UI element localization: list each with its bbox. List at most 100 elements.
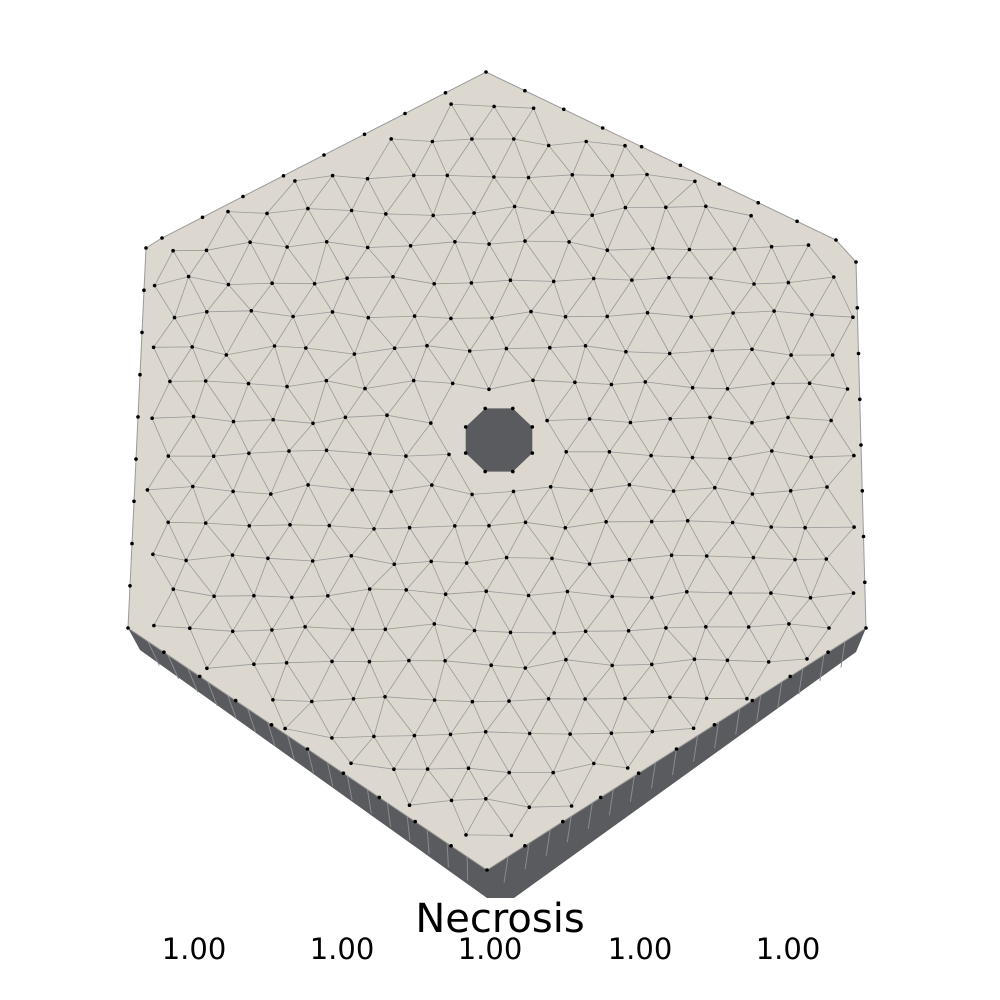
mesh-edge [810, 592, 854, 599]
mesh-node [664, 626, 668, 630]
legend-tick-label: 1.00 [457, 932, 523, 966]
mesh-edge [345, 414, 388, 418]
mesh-side-edge [326, 762, 334, 787]
mesh-node [511, 469, 515, 474]
mesh-node [527, 731, 532, 736]
mesh-edge [524, 240, 570, 243]
mesh-edge [692, 387, 728, 390]
mesh-edge [154, 276, 189, 286]
mesh-node [142, 288, 146, 293]
mesh-node [563, 526, 568, 530]
mesh-edge [354, 353, 366, 389]
mesh-side-edge [167, 654, 180, 680]
mesh-edge [186, 554, 233, 561]
mesh-edge [369, 660, 409, 663]
mesh-edge [151, 418, 169, 457]
mesh-edge [605, 484, 630, 523]
mesh-edge [611, 145, 626, 176]
mesh-edge [154, 285, 175, 318]
mesh-edge [391, 484, 432, 492]
mesh-node [470, 699, 475, 704]
mesh-side-edge [466, 856, 469, 881]
mesh-edge [433, 594, 446, 625]
mesh-edge [611, 665, 626, 699]
mesh-edge [392, 276, 415, 317]
mesh-edge [450, 701, 473, 735]
mesh-edge [629, 521, 653, 560]
mesh-node [772, 309, 776, 313]
mesh-edge [213, 554, 233, 597]
mesh-node [751, 555, 756, 560]
mesh-edge [451, 768, 469, 801]
mesh-edge [524, 211, 553, 242]
mesh-edge [472, 701, 487, 732]
mesh-edge [409, 527, 432, 562]
mesh-edge [508, 733, 531, 773]
mesh-edge [811, 314, 834, 356]
mesh-edge [289, 524, 330, 526]
mesh-node [649, 519, 654, 524]
mesh-edge [530, 311, 551, 348]
mesh-edge [530, 311, 566, 318]
mesh-edge [474, 630, 511, 633]
mesh-edge [431, 484, 473, 495]
mesh-edge [668, 277, 692, 318]
mesh-edge [689, 249, 712, 279]
mesh-edge [669, 696, 707, 699]
mesh-edge [465, 834, 512, 836]
mesh-node [271, 698, 275, 702]
mesh-node [252, 593, 256, 598]
mesh-node [430, 483, 434, 487]
mesh-node [546, 143, 551, 148]
mesh-edge [611, 381, 646, 385]
mesh-node [704, 554, 709, 558]
mesh-node [484, 70, 488, 74]
mesh-edge [611, 559, 630, 597]
mesh-edge [405, 589, 435, 625]
mesh-side-edge [287, 735, 295, 760]
mesh-edge [809, 382, 848, 390]
mesh-edge [770, 559, 796, 594]
mesh-edge [350, 528, 375, 557]
mesh-edge [585, 345, 626, 353]
mesh-edge [326, 417, 346, 451]
mesh-edge [629, 484, 653, 522]
mesh-edge [567, 563, 590, 592]
mesh-edge [692, 457, 716, 488]
mesh-node [650, 595, 654, 600]
mesh-edge [727, 659, 769, 663]
mesh-edge [746, 661, 770, 699]
mesh-edge [409, 525, 455, 529]
mesh-edge [213, 421, 234, 457]
mesh-edge [673, 490, 689, 521]
mesh-edge [709, 417, 753, 424]
mesh-edge [694, 659, 707, 699]
mesh-node [365, 176, 370, 181]
mesh-node [548, 345, 552, 350]
mesh-edge [751, 422, 773, 452]
mesh-node [483, 730, 488, 734]
mesh-edge [472, 665, 492, 702]
mesh-edge [510, 279, 532, 312]
mesh-node [231, 489, 235, 494]
mesh-edge [327, 555, 352, 597]
mesh-edge [794, 559, 811, 598]
mesh-edge [650, 418, 671, 456]
mesh-edge [532, 379, 575, 383]
mesh-edge [493, 106, 515, 140]
mesh-edge [788, 276, 834, 283]
mesh-edge [332, 311, 369, 319]
mesh-node [770, 449, 774, 453]
mesh-edge [569, 241, 608, 251]
mesh-node [583, 344, 588, 348]
mesh-node [750, 420, 754, 425]
mesh-edge [694, 626, 707, 660]
mesh-edge [331, 737, 352, 764]
mesh-edge [167, 522, 187, 561]
mesh-edge [732, 522, 754, 558]
mesh-node [548, 485, 553, 489]
mesh-node [704, 625, 708, 629]
mesh-edge [772, 383, 789, 418]
mesh-node [531, 378, 535, 383]
